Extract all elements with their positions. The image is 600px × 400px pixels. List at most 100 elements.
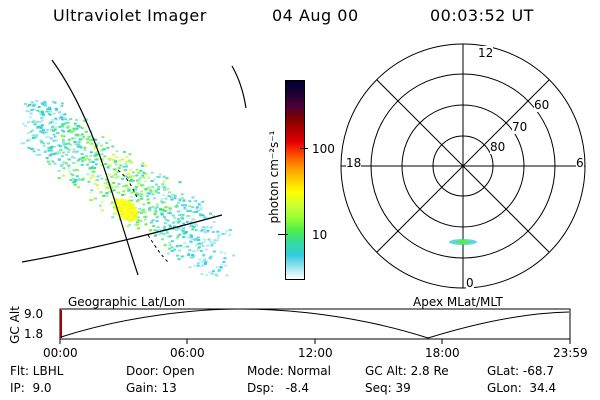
aurora-pixel <box>124 163 128 166</box>
aurora-pixel <box>208 256 212 259</box>
aurora-pixel <box>73 157 77 159</box>
aurora-pixel <box>151 219 155 222</box>
aurora-pixel <box>90 165 94 168</box>
aurora-pixel <box>135 200 139 203</box>
aurora-pixel <box>191 256 195 259</box>
aurora-pixel <box>80 163 84 166</box>
aurora-pixel <box>139 193 143 195</box>
aurora-pixel <box>168 191 171 194</box>
aurora-pixel <box>61 123 65 126</box>
aurora-pixel <box>192 250 196 253</box>
aurora-pixel <box>134 223 137 226</box>
aurora-pixel <box>123 193 127 196</box>
aurora-pixel <box>175 237 179 240</box>
aurora-pixel <box>30 101 34 104</box>
aurora-pixel <box>74 125 78 128</box>
aurora-pixel <box>89 135 93 138</box>
aurora-pixel <box>26 139 30 142</box>
aurora-pixel <box>163 244 167 247</box>
aurora-pixel <box>80 153 84 155</box>
aurora-pixel <box>204 263 207 265</box>
aurora-pixel <box>177 217 180 220</box>
aurora-pixel <box>94 179 98 182</box>
aurora-pixel <box>196 264 200 267</box>
aurora-pixel <box>69 179 73 182</box>
aurora-pixel <box>215 266 219 269</box>
aurora-pixel <box>30 108 34 111</box>
aurora-pixel <box>139 184 143 187</box>
aurora-pixel <box>91 161 95 163</box>
aurora-pixel <box>140 208 144 211</box>
mlat-label-60: 60 <box>534 98 550 112</box>
aurora-pixel <box>112 201 116 204</box>
aurora-pixel <box>57 157 61 160</box>
aurora-pixel <box>88 168 92 171</box>
aurora-pixel <box>25 110 29 113</box>
aurora-pixel <box>51 118 55 121</box>
aurora-pixel <box>72 150 76 153</box>
aurora-pixel <box>191 254 195 256</box>
aurora-pixel <box>203 228 206 231</box>
aurora-pixel <box>42 132 46 135</box>
aurora-pixel <box>72 169 76 172</box>
mlt-label-6: 6 <box>576 156 584 170</box>
aurora-pixel <box>33 123 37 126</box>
aurora-pixel <box>181 196 185 199</box>
aurora-pixel <box>60 102 64 105</box>
aurora-pixel <box>210 243 214 246</box>
aurora-pixel <box>202 260 206 263</box>
aurora-pixel <box>114 185 118 188</box>
aurora-pixel <box>165 206 169 209</box>
aurora-pixel <box>168 241 172 244</box>
aurora-pixel <box>31 147 35 150</box>
aurora-pixel <box>187 235 191 238</box>
aurora-pixel <box>179 244 183 247</box>
glon-info: GLon: 34.4 <box>487 381 557 395</box>
aurora-pixel <box>87 135 91 138</box>
aurora-pixel <box>206 226 209 229</box>
aurora-pixel <box>196 262 200 265</box>
aurora-pixel <box>154 233 158 236</box>
aurora-pixel <box>163 189 167 192</box>
aurora-pixel <box>132 175 136 177</box>
aurora-pixel <box>114 173 118 176</box>
aurora-pixel <box>48 110 52 113</box>
aurora-pixel <box>75 127 79 130</box>
aurora-pixel <box>78 157 82 160</box>
aurora-pixel <box>40 102 44 105</box>
aurora-pixel <box>177 226 181 229</box>
aurora-pixel <box>191 228 195 231</box>
aurora-pixel <box>89 139 93 141</box>
aurora-pixel <box>178 210 182 213</box>
aurora-pixel <box>29 130 33 133</box>
aurora-pixel <box>159 207 163 210</box>
aurora-pixel <box>80 160 84 163</box>
aurora-pixel <box>27 146 31 149</box>
aurora-pixel <box>94 138 98 141</box>
aurora-pixel <box>143 180 147 183</box>
aurora-pixel <box>56 152 59 155</box>
aurora-pixel <box>72 127 76 130</box>
aurora-pixel <box>182 232 186 235</box>
aurora-pixel <box>161 183 165 186</box>
aurora-pixel <box>151 205 155 208</box>
aurora-pixel <box>45 110 49 113</box>
timeline-xtick-0: 00:00 <box>43 346 78 360</box>
aurora-pixel <box>141 174 145 177</box>
aurora-pixel <box>182 200 186 203</box>
aurora-pixel <box>60 134 64 137</box>
aurora-pixel <box>148 207 152 209</box>
aurora-pixel <box>31 103 35 106</box>
aurora-pixel <box>69 173 73 175</box>
aurora-pixel <box>228 233 232 236</box>
aurora-pixel <box>168 207 172 210</box>
aurora-pixel <box>40 110 44 113</box>
aurora-pixel <box>190 218 194 221</box>
aurora-pixel <box>115 150 119 153</box>
aurora-pixel <box>105 192 109 195</box>
aurora-pixel <box>98 204 102 207</box>
aurora-pixel <box>162 228 166 231</box>
aurora-pixel <box>118 159 121 162</box>
aurora-pixel <box>93 154 97 157</box>
aurora-pixel <box>168 247 172 250</box>
